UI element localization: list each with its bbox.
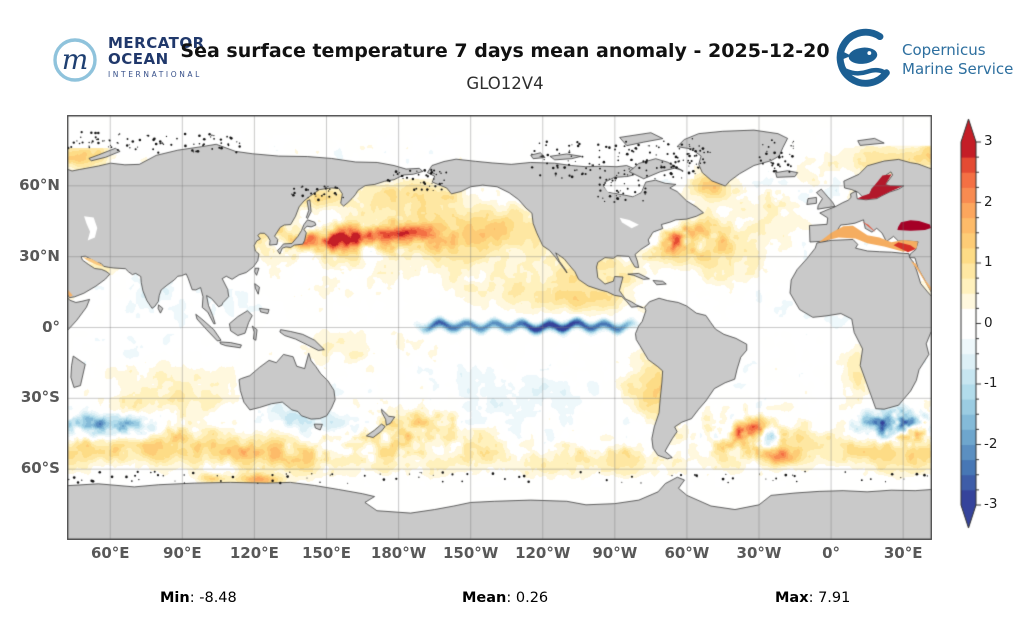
- colorbar-tick-label: 3: [984, 133, 993, 149]
- svg-text:m: m: [62, 43, 89, 76]
- stat-sep: :: [506, 590, 516, 606]
- stat-max-label: Max: [775, 590, 809, 606]
- mercator-ocean-logo: m MERCATOR OCEAN INTERNATIONAL: [50, 33, 205, 85]
- x-axis-tick-label: 150°E: [301, 544, 352, 562]
- copernicus-logo-line1: Copernicus: [902, 41, 986, 60]
- mercator-logo-icon: m: [53, 38, 97, 82]
- y-axis-tick-label: 30°S: [20, 388, 60, 407]
- colorbar: [948, 112, 992, 552]
- colorbar-tick-label: -2: [984, 435, 998, 452]
- x-axis-tick-label: 120°W: [515, 544, 571, 562]
- stat-min-value: -8.48: [199, 590, 237, 606]
- y-axis-tick-label: 30°N: [19, 246, 60, 265]
- x-axis-tick-label: 90°E: [163, 544, 202, 562]
- stat-mean-value: 0.26: [515, 590, 549, 606]
- x-axis-tick-label: 30°E: [883, 544, 923, 562]
- x-axis-tick-label: 30°W: [736, 544, 782, 562]
- x-axis-tick-label: 180°W: [370, 544, 427, 562]
- y-axis-tick-label: 60°S: [20, 459, 60, 478]
- stat-max: Max: 7.91: [775, 590, 850, 606]
- x-axis-tick-label: 0°: [822, 544, 841, 562]
- x-axis-tick-label: 150°W: [442, 544, 499, 562]
- colorbar-tick-label: 0: [984, 314, 993, 331]
- colorbar-tick-label: 1: [984, 254, 993, 270]
- mercator-logo-line2: OCEAN: [108, 50, 169, 68]
- stat-min-label: Min: [160, 590, 190, 606]
- colorbar-tick-label: -3: [984, 496, 998, 512]
- copernicus-marine-logo: Copernicus Marine Service: [832, 27, 1013, 93]
- colorbar-tick-label: -1: [984, 375, 998, 391]
- x-axis-tick-label: 90°W: [592, 544, 638, 562]
- chart-title: Sea surface temperature 7 days mean anom…: [180, 40, 830, 62]
- stat-sep: :: [808, 590, 819, 606]
- x-axis-tick-label: 60°W: [664, 544, 710, 562]
- chart-subtitle: GLO12V4: [466, 74, 544, 93]
- colorbar-tick-label: 2: [984, 193, 993, 210]
- sst-anomaly-map: [67, 115, 932, 540]
- copernicus-fish-logo-icon: [836, 28, 890, 87]
- copernicus-logo-line2: Marine Service: [902, 60, 1014, 78]
- stat-mean: Mean: 0.26: [462, 590, 548, 606]
- mercator-logo-line3: INTERNATIONAL: [108, 70, 202, 79]
- stat-sep: :: [189, 590, 200, 606]
- stat-min: Min: -8.48: [160, 590, 237, 606]
- stat-mean-label: Mean: [462, 590, 507, 606]
- mercator-logo-text: MERCATOR OCEAN INTERNATIONAL: [108, 36, 205, 79]
- stat-max-value: 7.91: [818, 590, 851, 606]
- x-axis-tick-label: 120°E: [229, 544, 279, 562]
- stats-row: Min: -8.48 Mean: 0.26 Max: 7.91: [0, 590, 1024, 610]
- x-axis-tick-label: 60°E: [90, 544, 130, 562]
- copernicus-logo-text: Copernicus Marine Service: [902, 41, 1013, 79]
- mercator-logo-line1: MERCATOR: [108, 34, 205, 52]
- y-axis-tick-label: 60°N: [19, 175, 60, 194]
- y-axis-tick-label: 0°: [42, 317, 60, 336]
